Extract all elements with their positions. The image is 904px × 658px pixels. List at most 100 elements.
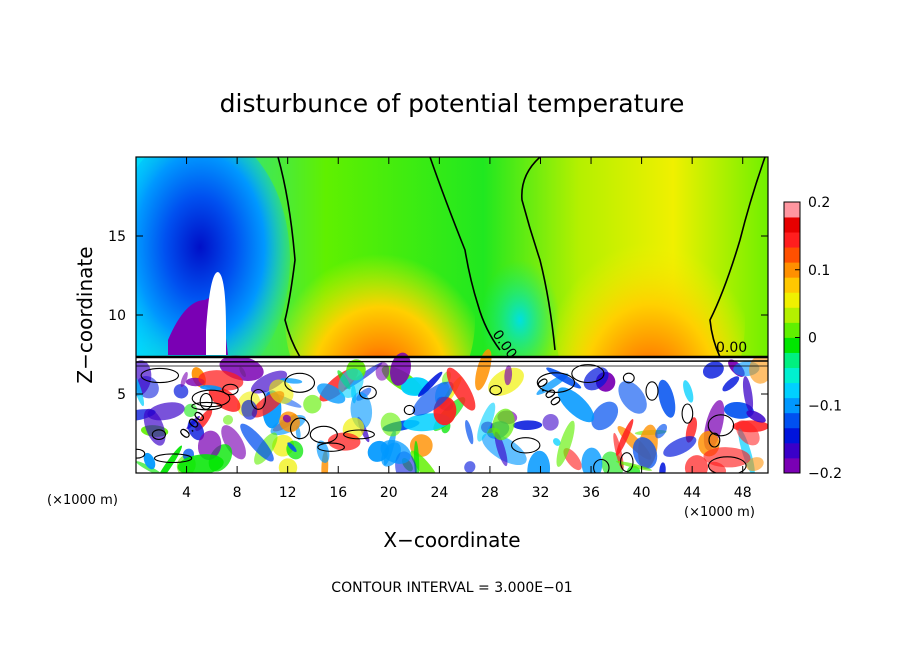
turbulence-cell [475, 349, 492, 391]
turbulence-cell [632, 437, 658, 469]
turbulence-cell [746, 410, 766, 423]
turbulence-cell [464, 461, 476, 473]
colorbar-swatch [784, 337, 800, 353]
contour-loop [510, 437, 541, 454]
contour-interval-note: CONTOUR INTERVAL = 3.000E−01 [331, 580, 572, 596]
colorbar-swatch [784, 262, 800, 278]
turbulence-cell [663, 436, 697, 457]
turbulence-cell [187, 419, 205, 441]
x-unit-left: (×1000 m) [47, 493, 118, 508]
colorbar-swatch [784, 457, 800, 474]
x-tick-label: 28 [481, 485, 499, 501]
turbulence-cell [136, 360, 152, 396]
contour-loop [151, 429, 167, 440]
colorbar-swatch [784, 232, 800, 248]
turbulence-cell [177, 454, 224, 473]
colorbar-tick-label: −0.1 [808, 398, 842, 414]
turbulence-cell [153, 445, 182, 473]
turbulence-cell [303, 394, 322, 414]
contour-loop [681, 403, 694, 424]
turbulence-cell [557, 387, 595, 423]
turbulence-cell [136, 372, 145, 407]
colorbar-swatch [784, 202, 800, 218]
turbulence-cell [375, 362, 390, 381]
turbulence-cell [618, 380, 647, 414]
turbulence-cell [735, 420, 760, 446]
contour-loop [593, 458, 610, 473]
turbulence-cell [583, 367, 609, 391]
contour-loop [620, 452, 634, 473]
turbulence-cell [418, 371, 443, 397]
white-plume [206, 272, 226, 355]
x-tick-label: 12 [279, 485, 297, 501]
turbulence-cell [658, 379, 676, 418]
x-tick-label: 20 [380, 485, 398, 501]
contour-loop [645, 381, 659, 401]
turbulence-cell [316, 440, 330, 463]
contour-loop [358, 385, 377, 400]
turbulence-cell [446, 367, 476, 411]
turbulence-cell [222, 415, 234, 425]
contour-loop [707, 414, 735, 437]
contour-loop [309, 425, 338, 444]
turbulence-cell [556, 420, 575, 467]
turbulence-cell [749, 355, 768, 384]
turbulence-cell [200, 385, 222, 391]
interface-lines [136, 355, 768, 367]
turbulence-cell [591, 401, 619, 431]
turbulence-cell [180, 371, 188, 388]
colorbar-swatch [784, 412, 800, 429]
turbulence-cell [723, 401, 754, 419]
x-tick-label: 24 [430, 485, 448, 501]
turbulence-cell [250, 370, 288, 394]
colorbar-swatch [784, 307, 800, 323]
turbulence-cell [494, 431, 508, 467]
colorbar-tick-label: 0.2 [808, 195, 830, 211]
turbulence-cell [563, 448, 582, 471]
contour-loop [343, 429, 375, 440]
colorbar: 0.2 0.1 0 −0.1 −0.2 [783, 195, 842, 482]
colorbar-swatch [784, 217, 800, 233]
turbulence-cell [327, 432, 361, 451]
turbulence-cell [143, 452, 156, 470]
contour-loop [708, 432, 721, 448]
x-tick-label: 44 [683, 485, 701, 501]
contour-loop [622, 372, 635, 384]
chart-title: disturbunce of potential temperature [220, 89, 685, 118]
turbulence-cell [380, 412, 402, 437]
turbulence-cell [412, 381, 454, 416]
colorbar-tick-label: 0.1 [808, 263, 830, 279]
contour-loop [140, 367, 180, 384]
turbulence-cell [504, 365, 513, 386]
turbulence-cell [581, 447, 603, 473]
contour-loop [289, 417, 311, 440]
turbulence-cell [221, 425, 246, 460]
turbulence-cell [655, 423, 668, 439]
turbulence-cell [338, 368, 364, 398]
y-tick-label: 10 [108, 308, 126, 324]
turbulence-cell [477, 402, 496, 442]
turbulence-cell [197, 430, 222, 460]
contour-loop [136, 448, 146, 459]
contour-loop [317, 442, 345, 452]
turbulence-cell [742, 376, 754, 413]
colorbar-swatch [784, 442, 800, 459]
contour-loop [536, 372, 576, 393]
turbulence-cell [240, 423, 274, 462]
turbulence-cell [282, 414, 291, 423]
turbulence-cell [616, 460, 653, 471]
zero-contours [277, 157, 766, 358]
y-tick-label: 5 [117, 387, 126, 403]
turbulence-cell [616, 418, 634, 456]
contour-loop [191, 401, 223, 411]
turbulence-cell [241, 399, 258, 420]
x-tick-label: 48 [734, 485, 752, 501]
turbulence-cell [553, 438, 561, 446]
contour-loop [153, 453, 193, 464]
turbulence-cell [465, 419, 474, 445]
turbulent-layer [136, 349, 768, 473]
contour-loop [250, 388, 267, 410]
turbulence-cell [287, 442, 297, 452]
x-axis-label: X−coordinate [383, 528, 520, 552]
colorbar-swatch [784, 397, 800, 414]
